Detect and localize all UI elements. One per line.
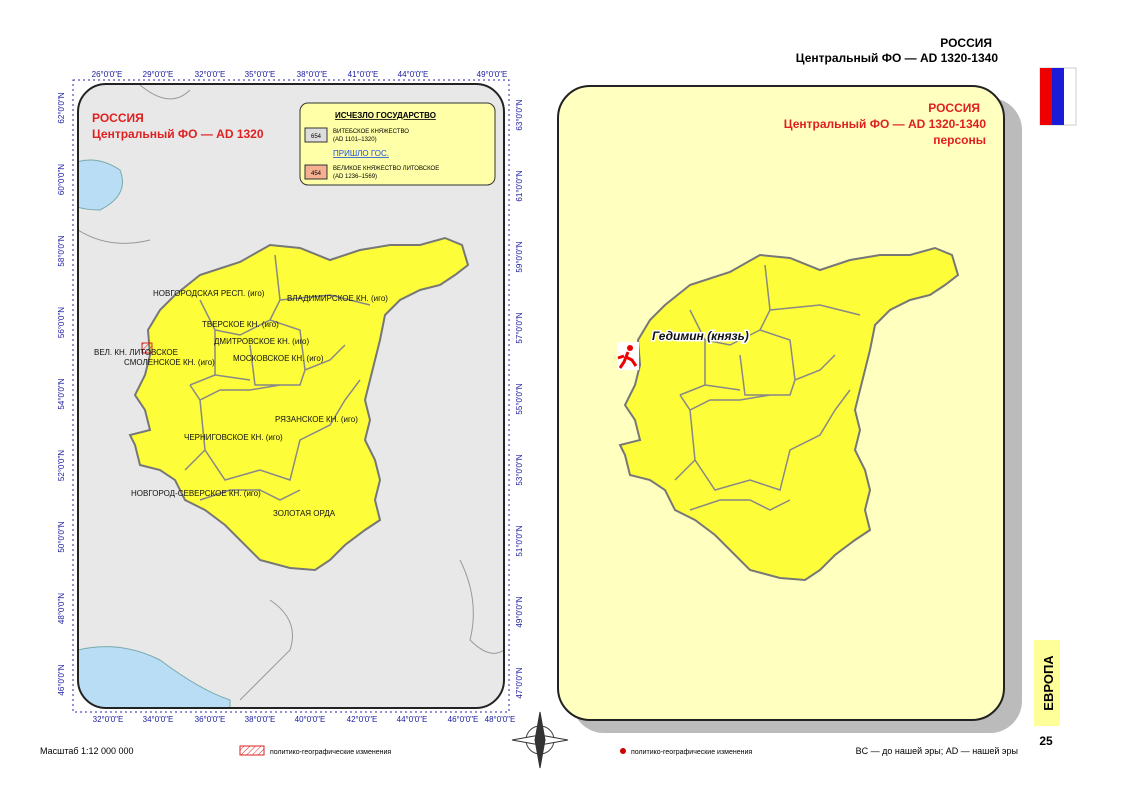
internal-borders [184, 254, 371, 501]
legend-dates: (AD 1101–1320) [333, 137, 377, 143]
axis-label: 58°0'0"N [57, 235, 66, 266]
axis-label: 56°0'0"N [57, 307, 66, 338]
section-tab [1034, 640, 1060, 726]
axis-label: 61°0'0"N [515, 170, 524, 201]
page-number: 25 [1039, 734, 1053, 748]
axis-label: 49°0'0"N [515, 596, 524, 627]
axis-label: 48°0'0"E [485, 715, 516, 724]
change-marker [141, 342, 153, 354]
left-map: РОССИЯ Центральный ФО — AD 1320 ИСЧЕЗЛО … [57, 70, 524, 724]
hatch-swatch [239, 745, 265, 756]
axis-label: 41°0'0"E [348, 70, 379, 79]
compass-rose [511, 711, 569, 769]
legend-code: 454 [311, 171, 322, 177]
dot-swatch [620, 748, 626, 754]
flag [1039, 67, 1077, 126]
region-label: РЯЗАНСКОЕ КН. (иго) [275, 415, 358, 424]
axis-label: 46°0'0"N [57, 664, 66, 695]
right-map: РОССИЯ Центральный ФО — AD 1320-1340 пер… [557, 85, 1022, 733]
graticule-frame [72, 79, 510, 713]
axis-label: 35°0'0"E [245, 70, 276, 79]
era-note: BC — до нашей эры; AD — нашей эры [856, 746, 1018, 756]
region-label: ЗОЛОТАЯ ОРДА [273, 509, 336, 518]
map-subtitle: Центральный ФО — AD 1320 [92, 127, 264, 141]
region-label: НОВГОРОД-СЕВЕРСКОЕ КН. (иго) [131, 489, 261, 498]
axis-label: 44°0'0"E [397, 715, 428, 724]
axis-label: 50°0'0"N [57, 521, 66, 552]
region-label: НОВГОРОДСКАЯ РЕСП. (иго) [153, 289, 265, 298]
legend-heading: ПРИШЛО ГОС. [333, 149, 389, 158]
map-title: РОССИЯ [928, 101, 980, 115]
person-label: Гедимин (князь) [652, 329, 749, 343]
legend-code: 654 [311, 134, 322, 140]
axis-label: 49°0'0"E [477, 70, 508, 79]
region-label: СМОЛЕНСКОЕ КН. (иго) [124, 358, 215, 367]
axis-label: 51°0'0"N [515, 525, 524, 556]
axis-label: 60°0'0"N [57, 164, 66, 195]
legend: ИСЧЕЗЛО ГОСУДАРСТВО 654 ВИТЕБСКОЕ КНЯЖЕС… [299, 102, 496, 186]
region-label: ДМИТРОВСКОЕ КН. (иго) [214, 337, 310, 346]
region-label: МОСКОВСКОЕ КН. (иго) [233, 354, 324, 363]
region-label: ТВЕРСКОЕ КН. (иго) [202, 320, 279, 329]
region-label: ВЛАДИМИРСКОЕ КН. (иго) [287, 294, 388, 303]
axis-label: 62°0'0"N [57, 92, 66, 123]
legend-heading: ИСЧЕЗЛО ГОСУДАРСТВО [335, 111, 436, 120]
axis-label: 36°0'0"E [195, 715, 226, 724]
axis-label: 57°0'0"N [515, 312, 524, 343]
legend-dot: политико-географические изменения [631, 749, 752, 756]
map-title: РОССИЯ [92, 111, 144, 125]
region-label: ВЕЛ. КН. ЛИТОВСКОЕ [94, 348, 178, 357]
section-label: ЕВРОПА [1041, 655, 1056, 711]
axis-label: 46°0'0"E [448, 715, 479, 724]
axis-label: 63°0'0"N [515, 99, 524, 130]
legend-dates: (AD 1236–1569) [333, 174, 377, 180]
axis-label: 26°0'0"E [92, 70, 123, 79]
axis-label: 47°0'0"N [515, 667, 524, 698]
map-theme: персоны [933, 133, 986, 147]
axis-label: 42°0'0"E [347, 715, 378, 724]
axis-label: 59°0'0"N [515, 241, 524, 272]
axis-label: 32°0'0"E [195, 70, 226, 79]
lake [78, 159, 123, 211]
borders [78, 84, 504, 701]
axis-label: 38°0'0"E [297, 70, 328, 79]
header-subtitle: Центральный ФО — AD 1320-1340 [796, 51, 999, 65]
axis-label: 54°0'0"N [57, 378, 66, 409]
region-area [128, 236, 470, 572]
axis-label: 44°0'0"E [398, 70, 429, 79]
axis-label: 55°0'0"N [515, 383, 524, 414]
axis-label: 52°0'0"N [57, 450, 66, 481]
map-subtitle: Центральный ФО — AD 1320-1340 [784, 117, 987, 131]
scale: Масштаб 1:12 000 000 [40, 746, 134, 756]
sea [78, 646, 231, 708]
axis-label: 40°0'0"E [295, 715, 326, 724]
legend-name: ВИТЕБСКОЕ КНЯЖЕСТВО [333, 129, 409, 135]
axis-label: 38°0'0"E [245, 715, 276, 724]
axis-label: 53°0'0"N [515, 454, 524, 485]
header-country: РОССИЯ [940, 36, 992, 50]
axis-label: 48°0'0"N [57, 593, 66, 624]
axis-label: 32°0'0"E [93, 715, 124, 724]
legend-name: ВЕЛИКОЕ КНЯЖЕСТВО ЛИТОВСКОЕ [333, 166, 439, 172]
person-icon [617, 342, 639, 370]
region-label: ЧЕРНИГОВСКОЕ КН. (иго) [184, 433, 283, 442]
legend-hatch: политико-географические изменения [270, 749, 391, 756]
axis-label: 29°0'0"E [143, 70, 174, 79]
axis-label: 34°0'0"E [143, 715, 174, 724]
